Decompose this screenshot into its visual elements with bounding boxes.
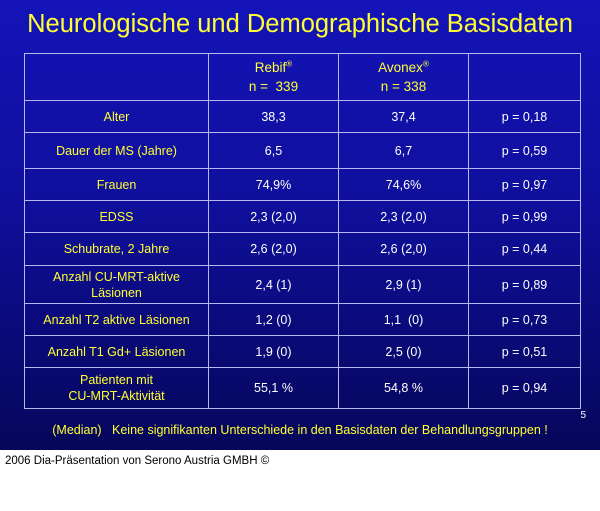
p-value: p = 0,97 bbox=[468, 168, 581, 201]
avonex-value: 2,5 (0) bbox=[338, 335, 469, 368]
row-label: Anzahl T1 Gd+ Läsionen bbox=[24, 335, 209, 368]
avonex-value: 54,8 % bbox=[338, 367, 469, 409]
p-value: p = 0,94 bbox=[468, 367, 581, 409]
p-value: p = 0,89 bbox=[468, 265, 581, 304]
table-row: Patienten mit CU-MRT-Aktivität 55,1 % 54… bbox=[24, 367, 581, 409]
table-header-row: Rebif® n = 339 Avonex® n = 338 bbox=[24, 53, 581, 101]
p-value: p = 0,18 bbox=[468, 100, 581, 133]
row-label-line1: Anzahl CU-MRT-aktive bbox=[53, 269, 180, 284]
slide-title: Neurologische und Demographische Basisda… bbox=[27, 10, 573, 38]
table-row: Anzahl CU-MRT-aktive Läsionen 2,4 (1) 2,… bbox=[24, 265, 581, 304]
header-rebif: Rebif® n = 339 bbox=[208, 53, 339, 101]
row-label: Anzahl T2 aktive Läsionen bbox=[24, 303, 209, 336]
avonex-value: 37,4 bbox=[338, 100, 469, 133]
row-label-line2: Läsionen bbox=[91, 285, 142, 300]
rebif-value: 6,5 bbox=[208, 132, 339, 169]
header-p-value bbox=[468, 53, 581, 101]
row-label: Schubrate, 2 Jahre bbox=[24, 232, 209, 266]
table-row: Anzahl T1 Gd+ Läsionen 1,9 (0) 2,5 (0) p… bbox=[24, 335, 581, 368]
table-row: Schubrate, 2 Jahre 2,6 (2,0) 2,6 (2,0) p… bbox=[24, 232, 581, 266]
header-avonex-name: Avonex bbox=[378, 60, 423, 75]
header-avonex-n: n = 338 bbox=[380, 79, 427, 94]
baseline-data-table: Rebif® n = 339 Avonex® n = 338 Alter 38,… bbox=[24, 53, 581, 409]
page-number: 5 bbox=[580, 410, 586, 421]
p-value: p = 0,99 bbox=[468, 200, 581, 233]
table-row: Dauer der MS (Jahre) 6,5 6,7 p = 0,59 bbox=[24, 132, 581, 169]
row-label-line2: CU-MRT-Aktivität bbox=[68, 389, 165, 403]
rebif-value: 2,4 (1) bbox=[208, 265, 339, 304]
table-row: Frauen 74,9% 74,6% p = 0,97 bbox=[24, 168, 581, 201]
rebif-value: 2,6 (2,0) bbox=[208, 232, 339, 266]
p-value: p = 0,73 bbox=[468, 303, 581, 336]
header-avonex: Avonex® n = 338 bbox=[338, 53, 469, 101]
p-value: p = 0,44 bbox=[468, 232, 581, 266]
avonex-value: 2,6 (2,0) bbox=[338, 232, 469, 266]
p-value: p = 0,51 bbox=[468, 335, 581, 368]
table-row: Alter 38,3 37,4 p = 0,18 bbox=[24, 100, 581, 133]
row-label: Anzahl CU-MRT-aktive Läsionen bbox=[24, 265, 209, 304]
table-row: EDSS 2,3 (2,0) 2,3 (2,0) p = 0,99 bbox=[24, 200, 581, 233]
avonex-value: 2,3 (2,0) bbox=[338, 200, 469, 233]
row-label-line1: Patienten mit bbox=[80, 373, 153, 387]
row-label: Dauer der MS (Jahre) bbox=[24, 132, 209, 169]
row-label: Frauen bbox=[24, 168, 209, 201]
header-empty-cell bbox=[24, 53, 209, 101]
registered-mark-rebif: ® bbox=[286, 59, 293, 69]
registered-mark-avonex: ® bbox=[422, 59, 429, 69]
p-value: p = 0,59 bbox=[468, 132, 581, 169]
row-label: Patienten mit CU-MRT-Aktivität bbox=[24, 367, 209, 409]
footnote: (Median) Keine signifikanten Unterschied… bbox=[52, 423, 548, 437]
rebif-value: 74,9% bbox=[208, 168, 339, 201]
avonex-value: 2,9 (1) bbox=[338, 265, 469, 304]
avonex-value: 1,1 (0) bbox=[338, 303, 469, 336]
rebif-value: 1,2 (0) bbox=[208, 303, 339, 336]
table-row: Anzahl T2 aktive Läsionen 1,2 (0) 1,1 (0… bbox=[24, 303, 581, 336]
rebif-value: 2,3 (2,0) bbox=[208, 200, 339, 233]
rebif-value: 55,1 % bbox=[208, 367, 339, 409]
row-label: Alter bbox=[24, 100, 209, 133]
row-label: EDSS bbox=[24, 200, 209, 233]
header-rebif-name: Rebif bbox=[254, 60, 287, 75]
rebif-value: 1,9 (0) bbox=[208, 335, 339, 368]
header-rebif-n: n = 339 bbox=[248, 79, 299, 94]
rebif-value: 38,3 bbox=[208, 100, 339, 133]
slide: Neurologische und Demographische Basisda… bbox=[0, 0, 600, 450]
avonex-value: 74,6% bbox=[338, 168, 469, 201]
copyright-notice: 2006 Dia-Präsentation von Serono Austria… bbox=[5, 455, 270, 467]
avonex-value: 6,7 bbox=[338, 132, 469, 169]
